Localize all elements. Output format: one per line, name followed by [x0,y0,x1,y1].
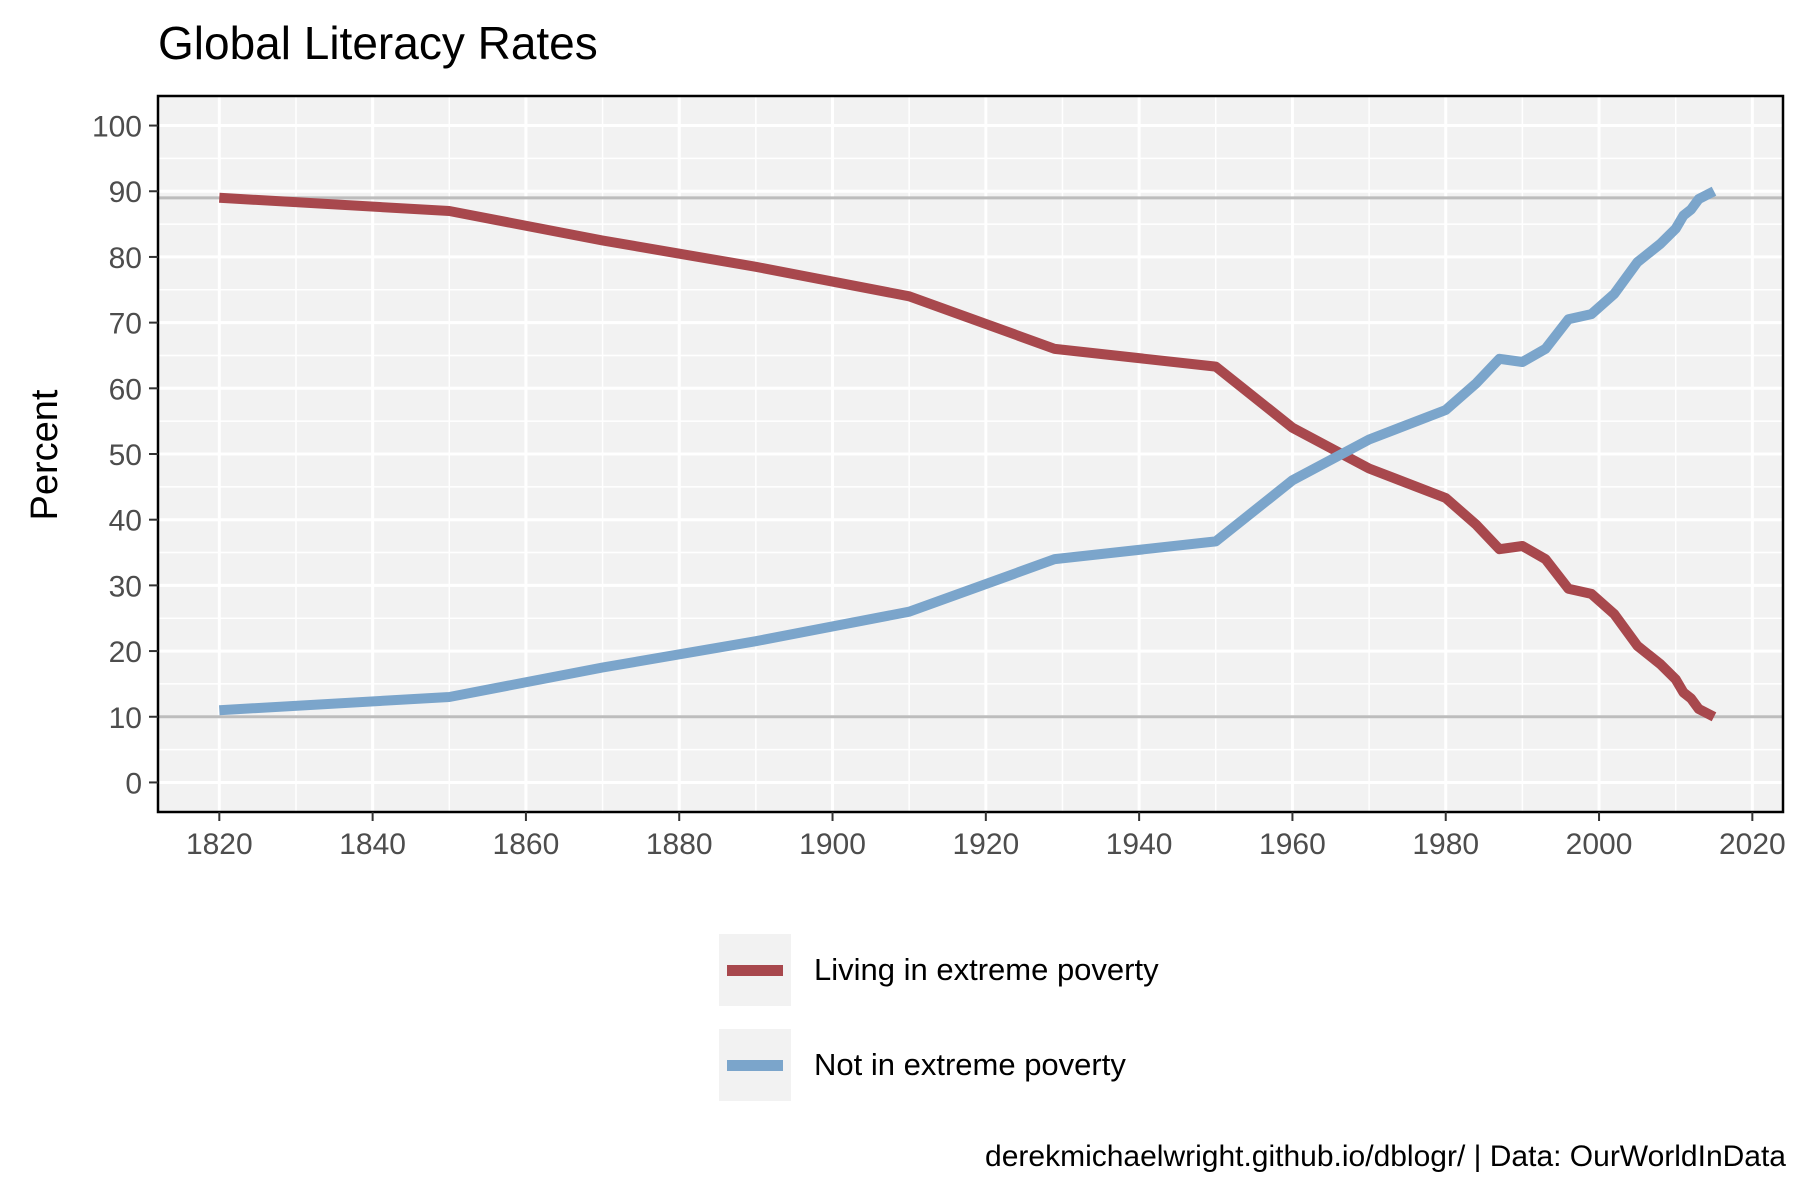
y-tick-label: 80 [109,242,142,275]
legend-swatch-living [727,965,783,976]
x-tick-label: 1820 [186,828,253,861]
legend-label-living: Living in extreme poverty [814,952,1159,987]
x-tick-label: 1860 [493,828,560,861]
legend-key-living [719,934,791,1006]
y-tick-label: 30 [109,570,142,603]
x-tick-label: 1960 [1259,828,1326,861]
x-tick-label: 1920 [952,828,1019,861]
legend-label-not: Not in extreme poverty [814,1047,1126,1082]
y-tick-label: 60 [109,373,142,406]
x-tick-label: 1840 [339,828,406,861]
y-tick-label: 40 [109,505,142,538]
legend-key-not [719,1029,791,1101]
series-line-1 [219,192,1717,722]
legend-swatch-not [727,1060,783,1071]
x-tick-label: 1900 [799,828,866,861]
y-tick-label: 10 [109,702,142,735]
y-tick-label: 0 [125,767,142,800]
x-tick-label: 2020 [1719,828,1786,861]
legend: Living in extreme poverty Not in extreme… [719,934,1159,1124]
x-tick-label: 2000 [1566,828,1633,861]
caption: derekmichaelwright.github.io/dblogr/ | D… [985,1140,1786,1173]
y-tick-label: 50 [109,439,142,472]
x-tick-label: 1980 [1412,828,1479,861]
legend-item-living: Living in extreme poverty [719,934,1159,1006]
y-tick-label: 70 [109,308,142,341]
y-tick-label: 90 [109,176,142,209]
x-tick-label: 1880 [646,828,713,861]
chart-title: Global Literacy Rates [158,17,598,69]
y-tick-label: 20 [109,636,142,669]
legend-item-not: Not in extreme poverty [719,1029,1159,1101]
x-tick-label: 1940 [1106,828,1173,861]
series-line-2 [219,186,1717,716]
y-tick-label: 100 [92,111,142,144]
